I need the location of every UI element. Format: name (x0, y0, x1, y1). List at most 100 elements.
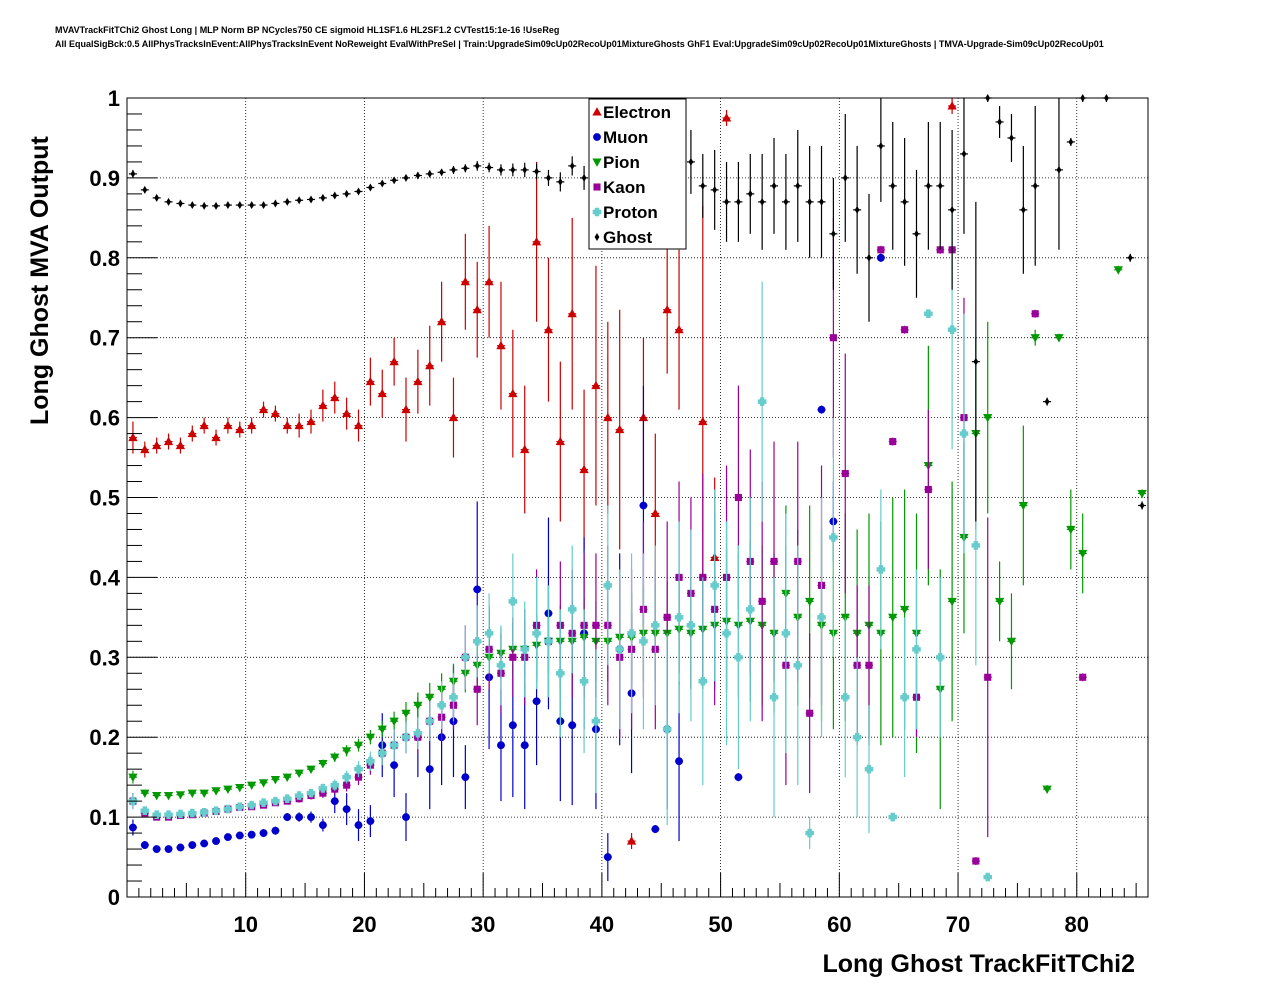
data-point (914, 229, 919, 238)
legend-label: Muon (603, 128, 648, 147)
data-point (971, 541, 981, 550)
data-point (235, 424, 245, 434)
data-point (721, 113, 732, 122)
data-point (390, 761, 399, 770)
data-point (163, 791, 174, 801)
data-point (724, 197, 729, 206)
data-point (947, 101, 957, 110)
data-point (427, 169, 433, 178)
data-point (902, 197, 908, 206)
data-point (448, 412, 459, 422)
data-point (377, 388, 387, 398)
data-point (555, 436, 565, 446)
data-point (831, 229, 836, 238)
data-point (152, 791, 162, 801)
data-point (307, 813, 315, 822)
data-point (187, 789, 197, 798)
data-point (771, 181, 777, 190)
data-point (152, 440, 162, 450)
data-point (261, 201, 266, 210)
data-point (1042, 785, 1052, 794)
header-line-2: All EqualSigBck:0.5 AllPhysTracksInEvent… (55, 39, 1104, 49)
legend-label: Electron (603, 103, 671, 122)
data-point (473, 585, 482, 594)
data-point (698, 416, 708, 426)
data-point (866, 253, 872, 262)
data-point (1066, 525, 1076, 535)
data-point (1020, 205, 1026, 214)
legend-box (588, 98, 687, 250)
data-point (1127, 253, 1133, 262)
data-point (271, 826, 280, 835)
data-point (294, 791, 304, 800)
data-point (829, 533, 838, 542)
data-point (876, 253, 885, 262)
data-point (1079, 673, 1087, 681)
data-point (223, 785, 233, 794)
data-point (188, 841, 197, 849)
data-point (295, 813, 304, 822)
data-point (271, 796, 280, 806)
data-point (686, 621, 696, 630)
data-point (854, 205, 860, 214)
data-point (710, 581, 719, 590)
data-point (840, 692, 850, 702)
data-point (308, 195, 314, 204)
data-point (402, 813, 410, 822)
legend-marker (593, 133, 601, 141)
data-point (615, 645, 624, 654)
data-point (722, 629, 731, 638)
data-point (366, 756, 375, 766)
data-point (366, 817, 375, 826)
data-point (401, 709, 411, 719)
data-point (1044, 397, 1050, 406)
data-point (213, 201, 219, 210)
data-point (152, 845, 161, 853)
data-point (508, 597, 518, 606)
data-point (935, 653, 945, 662)
data-point (439, 168, 444, 177)
data-point (924, 309, 933, 319)
data-point (627, 629, 636, 638)
legend-marker (594, 233, 600, 241)
data-point (603, 412, 613, 422)
data-point (568, 721, 577, 730)
legend-marker (592, 207, 602, 217)
data-point (258, 779, 269, 788)
data-point (888, 613, 898, 623)
legend-label: Proton (603, 203, 658, 222)
data-point (140, 789, 150, 798)
data-point (461, 773, 470, 782)
data-point (354, 764, 363, 774)
data-point (498, 165, 504, 174)
y-tick-label: 0.2 (89, 725, 120, 750)
data-point (283, 813, 292, 822)
data-point (140, 444, 150, 454)
data-point (700, 181, 706, 190)
data-point (496, 660, 506, 670)
data-point (852, 732, 862, 742)
data-point (294, 769, 304, 778)
data-point (497, 741, 505, 750)
legend-marker (592, 158, 602, 167)
data-point (389, 717, 399, 727)
data-point (1068, 137, 1074, 146)
x-tick-label: 80 (1065, 912, 1089, 937)
legend: Electron Muon Pion Kaon Proton Ghost (588, 98, 687, 250)
data-point (353, 741, 364, 751)
data-point (306, 765, 316, 774)
data-point (890, 181, 896, 190)
data-point (201, 201, 207, 210)
data-point (344, 189, 350, 198)
y-tick-label: 0.1 (89, 805, 120, 830)
data-point (235, 831, 244, 840)
y-tick-label: 0 (108, 885, 120, 910)
data-point (520, 444, 530, 454)
data-point (783, 197, 789, 206)
data-point (546, 173, 551, 182)
data-point (759, 197, 765, 206)
data-point (994, 597, 1005, 607)
data-point (460, 276, 471, 286)
data-point (603, 853, 612, 861)
